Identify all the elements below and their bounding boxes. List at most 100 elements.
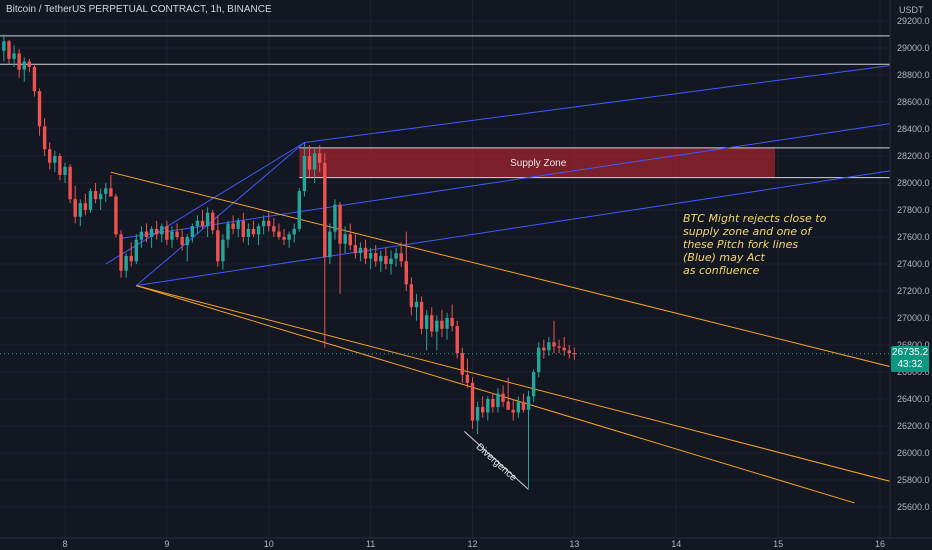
candle-body (226, 223, 230, 240)
candle-body (516, 401, 521, 413)
candle-body (480, 407, 485, 413)
candle-body (170, 231, 174, 240)
candle-body (58, 156, 62, 175)
candle-body (119, 234, 123, 271)
pitchfork-handle-line (105, 142, 305, 265)
candle-body (185, 237, 189, 246)
candle-body (460, 353, 465, 375)
price-axis[interactable]: 29200.0 29000.0 28800.0 28600.0 28400.0 28200… (889, 0, 930, 538)
candle-body (205, 212, 210, 227)
candle-body (307, 156, 312, 170)
candle-body (430, 315, 434, 332)
candle-body (552, 342, 556, 347)
candle-body (134, 239, 139, 262)
candle-body (496, 393, 500, 408)
candle-body (526, 396, 531, 410)
candle-body (353, 245, 358, 254)
candle-body (491, 399, 495, 408)
price-tick-label: 28200.0 (897, 151, 930, 161)
candle-body (241, 220, 245, 237)
candle-body (42, 126, 47, 150)
candle-body (358, 247, 363, 254)
candle-body (328, 231, 332, 258)
candle-body (48, 149, 52, 163)
candle-body (414, 301, 419, 308)
candle-body (124, 255, 128, 271)
grid-lines (0, 0, 890, 538)
candle-body (160, 226, 164, 235)
candle-body (379, 255, 383, 262)
candle-body (317, 153, 322, 163)
candle-body (195, 220, 200, 227)
candle-body (109, 188, 113, 197)
price-tick-label: 26800.0 (897, 340, 930, 350)
annotation-line: BTC Might rejects close to (683, 212, 827, 225)
price-tick-label: 28400.0 (897, 124, 930, 134)
candle-body (368, 253, 373, 259)
price-tick-label: 28800.0 (897, 70, 930, 80)
candle-body (338, 204, 342, 244)
candle-body (165, 226, 169, 240)
candle-body (180, 237, 184, 246)
candle-body (78, 203, 82, 217)
candle-body (2, 41, 6, 51)
horizontal-levels (0, 35, 890, 65)
candle-body (221, 239, 225, 262)
candle-body (73, 199, 77, 217)
candle-body (17, 53, 21, 70)
candle-body (246, 228, 251, 237)
candle-body (486, 399, 490, 413)
candle-body (53, 156, 57, 163)
channel-line (136, 285, 891, 482)
price-tick-label: 26000.0 (897, 448, 930, 458)
time-axis[interactable]: 8 9 10 11 12 13 14 15 16 (0, 537, 932, 549)
candle-body (292, 228, 296, 235)
time-tick-label: 15 (773, 539, 783, 549)
candle-body (348, 234, 352, 246)
candle-body (22, 61, 26, 70)
candle-body (68, 166, 72, 200)
candle-body (302, 156, 307, 192)
candle-body (506, 401, 510, 410)
candle-body (175, 231, 179, 237)
candle-body (231, 223, 235, 229)
candle-body (149, 228, 154, 237)
candles-group (0, 34, 890, 489)
price-tick-label: 26200.0 (897, 421, 930, 431)
candle-body (216, 230, 220, 262)
candle-body (154, 228, 159, 235)
candle-body (256, 226, 261, 235)
candle-body (567, 350, 571, 354)
candle-body (261, 220, 266, 227)
candle-body (445, 318, 449, 329)
annotation-line: as confluence (683, 264, 760, 277)
pitchfork-lines (105, 65, 891, 287)
candle-body (384, 255, 388, 264)
price-tick-label: 25600.0 (897, 502, 930, 512)
candle-body (333, 204, 337, 232)
price-tick-label: 29200.0 (897, 16, 930, 26)
time-tick-label: 14 (671, 539, 681, 549)
price-tick-label: 28000.0 (897, 178, 930, 188)
candle-body (531, 372, 536, 397)
divergence-line (464, 431, 529, 490)
price-tick-label: 27000.0 (897, 313, 930, 323)
candle-body (389, 258, 393, 264)
annotation-line: supply zone and one of (683, 225, 813, 238)
price-tick-label: 25800.0 (897, 475, 930, 485)
currency-unit: USDT (899, 5, 924, 15)
price-tick-label: 26600.0 (897, 367, 930, 377)
candle-body (312, 153, 317, 170)
candle-body (424, 315, 429, 329)
candle-body (98, 193, 103, 200)
candle-body (557, 346, 561, 348)
price-tick-label: 27600.0 (897, 232, 930, 242)
time-tick-label: 8 (62, 539, 67, 549)
candle-body (37, 91, 42, 127)
candle-body (287, 234, 291, 240)
candle-body (572, 353, 577, 355)
candle-body (144, 231, 149, 237)
candle-body (267, 220, 271, 227)
